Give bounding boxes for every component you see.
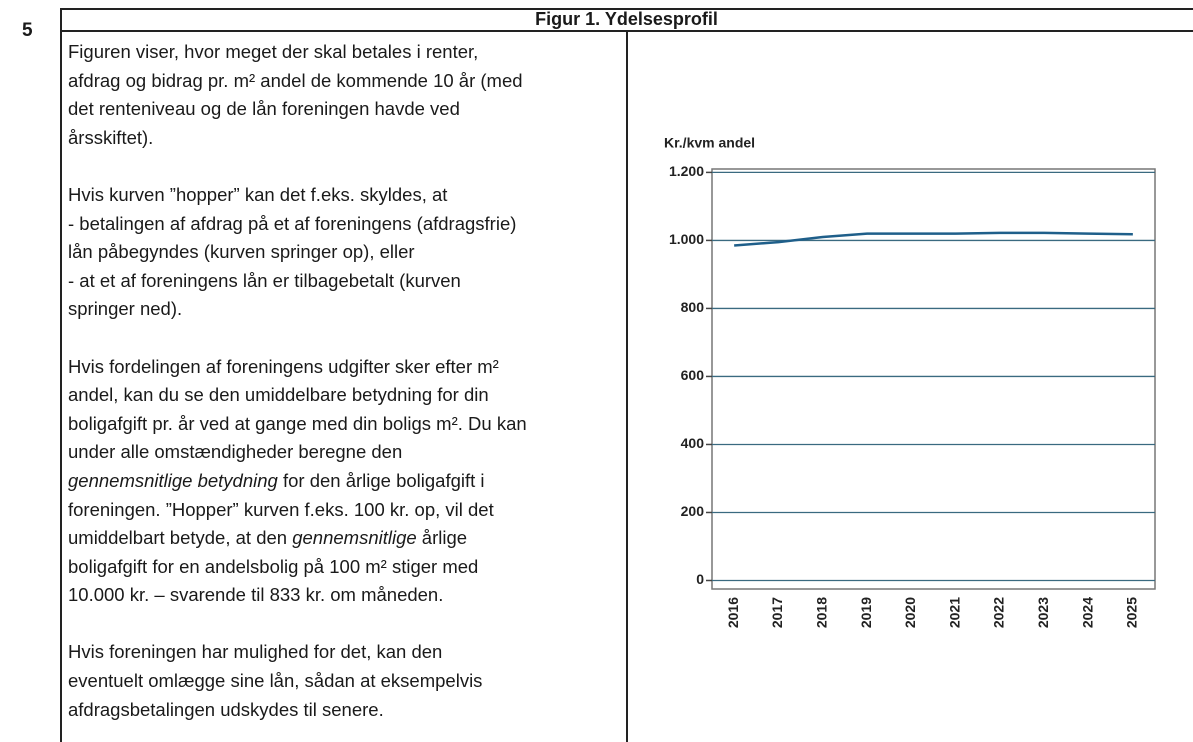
x-tick-label: 2021 (946, 597, 962, 628)
text-line: lån påbegyndes (kurven springer op), ell… (68, 241, 415, 263)
text-line: andel, kan du se den umiddelbare betydni… (68, 384, 489, 406)
text-line: gennemsnitlige betydning for den årlige … (68, 467, 624, 496)
paragraph: Figuren viser, hvor meget der skal betal… (68, 38, 624, 152)
x-tick-label: 2020 (902, 597, 918, 628)
y-tick-label: 0 (696, 571, 704, 587)
text-line: boligafgift for en andelsbolig på 100 m²… (68, 555, 479, 577)
paragraph: Hvis fordelingen af foreningens udgifter… (68, 353, 624, 610)
text-run: gennemsnitlige (292, 527, 417, 549)
text-line: boligafgift pr. år ved at gange med din … (68, 412, 527, 434)
y-tick-label: 400 (681, 435, 705, 451)
text-line: afdragsbetalingen udskydes til senere. (68, 698, 384, 720)
text-run: for den årlige boligafgift i (277, 469, 485, 491)
y-tick-label: 600 (681, 367, 705, 383)
data-line (734, 231, 1133, 247)
x-tick-label: 2024 (1079, 597, 1095, 628)
paragraph: Hvis kurven ”hopper” kan det f.eks. skyl… (68, 181, 624, 324)
page-number: 5 (22, 20, 33, 41)
text-line: det renteniveau og de lån foreningen hav… (68, 98, 460, 120)
y-tick-label: 800 (681, 299, 705, 315)
body-text: Figuren viser, hvor meget der skal betal… (68, 38, 624, 742)
frame-left (60, 8, 62, 742)
text-line: Hvis fordelingen af foreningens udgifter… (68, 355, 499, 377)
text-line: foreningen. ”Hopper” kurven f.eks. 100 k… (68, 498, 494, 520)
x-tick-label: 2018 (813, 597, 829, 628)
y-tick-label: 200 (681, 503, 705, 519)
x-tick-label: 2023 (1035, 597, 1051, 628)
x-tick-label: 2019 (858, 597, 874, 628)
y-tick-label: 1.200 (669, 163, 704, 179)
text-line: årsskiftet). (68, 126, 154, 148)
x-tick-label: 2017 (769, 597, 785, 628)
text-line: umiddelbart betyde, at den gennemsnitlig… (68, 524, 624, 553)
text-line: under alle omstændigheder beregne den (68, 441, 403, 463)
text-run: gennemsnitlige betydning (68, 469, 278, 491)
text-run: årlige (416, 527, 468, 549)
paragraph: Hvis foreningen har mulighed for det, ka… (68, 638, 624, 724)
text-line: eventuelt omlægge sine lån, sådan at eks… (68, 670, 483, 692)
y-tick-label: 1.000 (669, 231, 704, 247)
text-line: 10.000 kr. – svarende til 833 kr. om mån… (68, 584, 444, 606)
text-line: - at et af foreningens lån er tilbagebet… (68, 269, 461, 291)
text-line: Hvis foreningen har mulighed for det, ka… (68, 641, 443, 663)
text-run: umiddelbart betyde, at den (68, 527, 293, 549)
text-line: springer ned). (68, 298, 183, 320)
text-line: Figuren viser, hvor meget der skal betal… (68, 41, 479, 62)
x-tick-label: 2022 (991, 597, 1007, 628)
y-axis-label: Kr./kvm andel (664, 135, 755, 151)
text-line: Hvis kurven ”hopper” kan det f.eks. skyl… (68, 183, 448, 205)
frame-top (60, 8, 1193, 10)
x-tick-label: 2025 (1124, 597, 1140, 628)
frame-divider (626, 30, 628, 742)
x-tick-label: 2016 (725, 597, 741, 628)
text-line: - betalingen af afdrag på et af forening… (68, 212, 517, 234)
plot-frame (711, 168, 1156, 590)
figure-title: Figur 1. Ydelsesprofil (535, 9, 718, 29)
text-line: afdrag og bidrag pr. m² andel de kommend… (68, 69, 523, 91)
